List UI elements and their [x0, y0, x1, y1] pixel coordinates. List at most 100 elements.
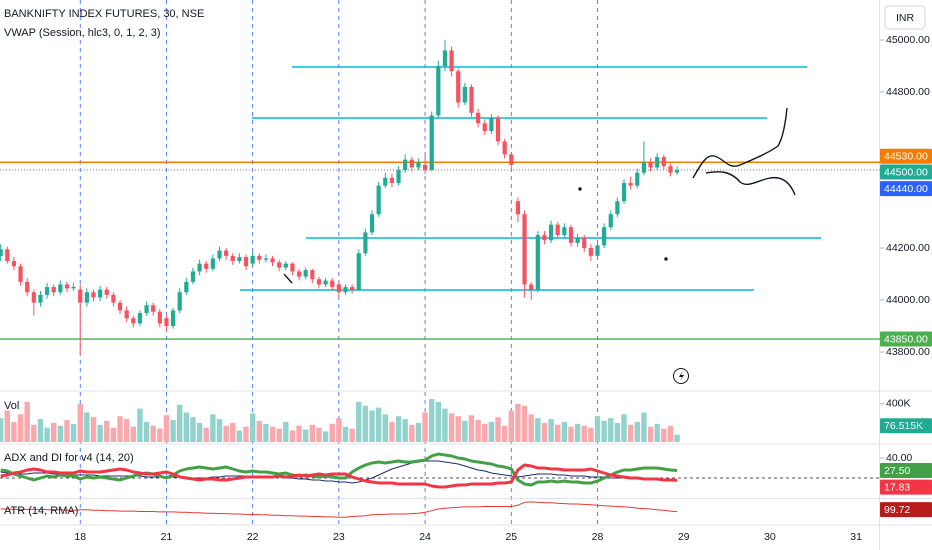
candle-body: [495, 118, 501, 142]
volume-bar: [276, 428, 282, 442]
candle-body: [535, 235, 540, 290]
volume-bar: [429, 399, 435, 442]
candle-body: [595, 245, 600, 256]
y-tick-label: 40.00: [886, 452, 912, 464]
volume-bar: [289, 430, 296, 442]
candle-body: [416, 162, 421, 168]
candle-body: [91, 292, 96, 298]
candle-body: [84, 292, 89, 303]
candle-body: [204, 263, 209, 269]
x-tick-label: 31: [850, 531, 862, 543]
currency-box[interactable]: [884, 5, 926, 30]
volume-bar: [342, 426, 349, 442]
volume-bar: [627, 424, 634, 442]
candle-body: [230, 255, 235, 262]
pane-label: ADX and DI for v4 (14, 20): [4, 452, 134, 464]
volume-bar: [17, 414, 24, 442]
candle-body: [277, 262, 282, 268]
volume-bar: [435, 401, 442, 442]
volume-bar: [170, 420, 176, 442]
x-tick-label: 18: [74, 531, 86, 543]
y-tick-label: 43800.00: [886, 346, 930, 358]
candle-body: [124, 310, 129, 319]
candle-body: [343, 287, 348, 293]
volume-badge: 76.515K: [884, 420, 923, 432]
candle-body: [283, 263, 288, 268]
volume-bar: [117, 416, 123, 442]
volume-bar: [528, 414, 534, 442]
volume-bar: [654, 423, 660, 442]
volume-bar: [243, 426, 249, 442]
replay-button[interactable]: [673, 368, 689, 384]
volume-bar: [70, 423, 77, 442]
price-badge-bg: [880, 164, 932, 180]
candle-body: [217, 250, 222, 259]
y-tick-label: 44200.00: [886, 242, 930, 254]
volume-bar: [190, 417, 196, 442]
candle-body: [177, 292, 182, 311]
currency-button[interactable]: INR: [884, 5, 926, 30]
candle-body: [562, 227, 567, 236]
x-tick-label: 22: [247, 531, 259, 543]
candle-body: [602, 227, 607, 246]
price-badge: 44530.00: [884, 151, 928, 163]
candle-body: [58, 284, 63, 293]
volume-bar: [395, 416, 402, 442]
volume-bar: [130, 426, 136, 442]
volume-bar: [482, 423, 488, 442]
candle-body: [31, 292, 36, 303]
candle-body: [522, 214, 527, 285]
volume-bar: [183, 412, 190, 442]
candle-body: [655, 157, 660, 168]
volume-bar: [548, 419, 554, 442]
x-tick-label: 21: [161, 531, 173, 543]
candle-body: [548, 224, 554, 241]
pane-label: Vol: [4, 400, 19, 412]
volume-bar: [336, 418, 342, 442]
candle-body: [290, 263, 295, 272]
volume-bar: [568, 426, 574, 442]
volume-bar: [210, 414, 216, 442]
volume-bar: [97, 424, 103, 442]
indicator-badge: 17.83: [884, 481, 910, 493]
candle-body: [542, 235, 547, 241]
candle-body: [164, 318, 169, 327]
volume-bar: [375, 407, 382, 442]
candle-body: [396, 170, 401, 184]
volume-bar: [223, 425, 229, 442]
volume-bar: [44, 427, 50, 442]
candle-body: [515, 201, 521, 215]
candle-body: [482, 123, 487, 132]
indicator-line: [0, 460, 678, 484]
volume-bar: [561, 421, 568, 442]
grid-layer: [0, 0, 884, 524]
candle-body: [674, 170, 680, 173]
candle-body: [422, 164, 428, 171]
candle-body: [330, 280, 335, 288]
volume-bar: [110, 427, 117, 442]
candle-body: [296, 271, 302, 277]
indicator-line: [0, 501, 678, 518]
volume-bar: [157, 428, 163, 442]
candle-body: [316, 279, 322, 285]
volume-badge-bg: [880, 418, 932, 434]
candle-body: [462, 86, 467, 103]
candle-body: [5, 249, 10, 262]
lightning-glyph: [679, 371, 684, 381]
price-badge-bg: [880, 148, 932, 164]
volume-bar: [269, 426, 276, 442]
candle-body: [137, 313, 143, 324]
volume-bar: [31, 424, 37, 442]
candle-body: [250, 255, 255, 264]
candle-body: [628, 183, 633, 186]
candle-body: [323, 280, 328, 285]
x-tick-label: 29: [678, 531, 690, 543]
volume-bar: [475, 420, 481, 442]
volume-bar: [588, 427, 594, 442]
price-badge-bg: [880, 181, 932, 197]
candle-body: [78, 289, 83, 303]
candle-body: [489, 118, 494, 132]
volume-bar: [674, 434, 680, 442]
volume-bar: [468, 415, 475, 442]
price-badge: 44500.00: [884, 166, 928, 178]
